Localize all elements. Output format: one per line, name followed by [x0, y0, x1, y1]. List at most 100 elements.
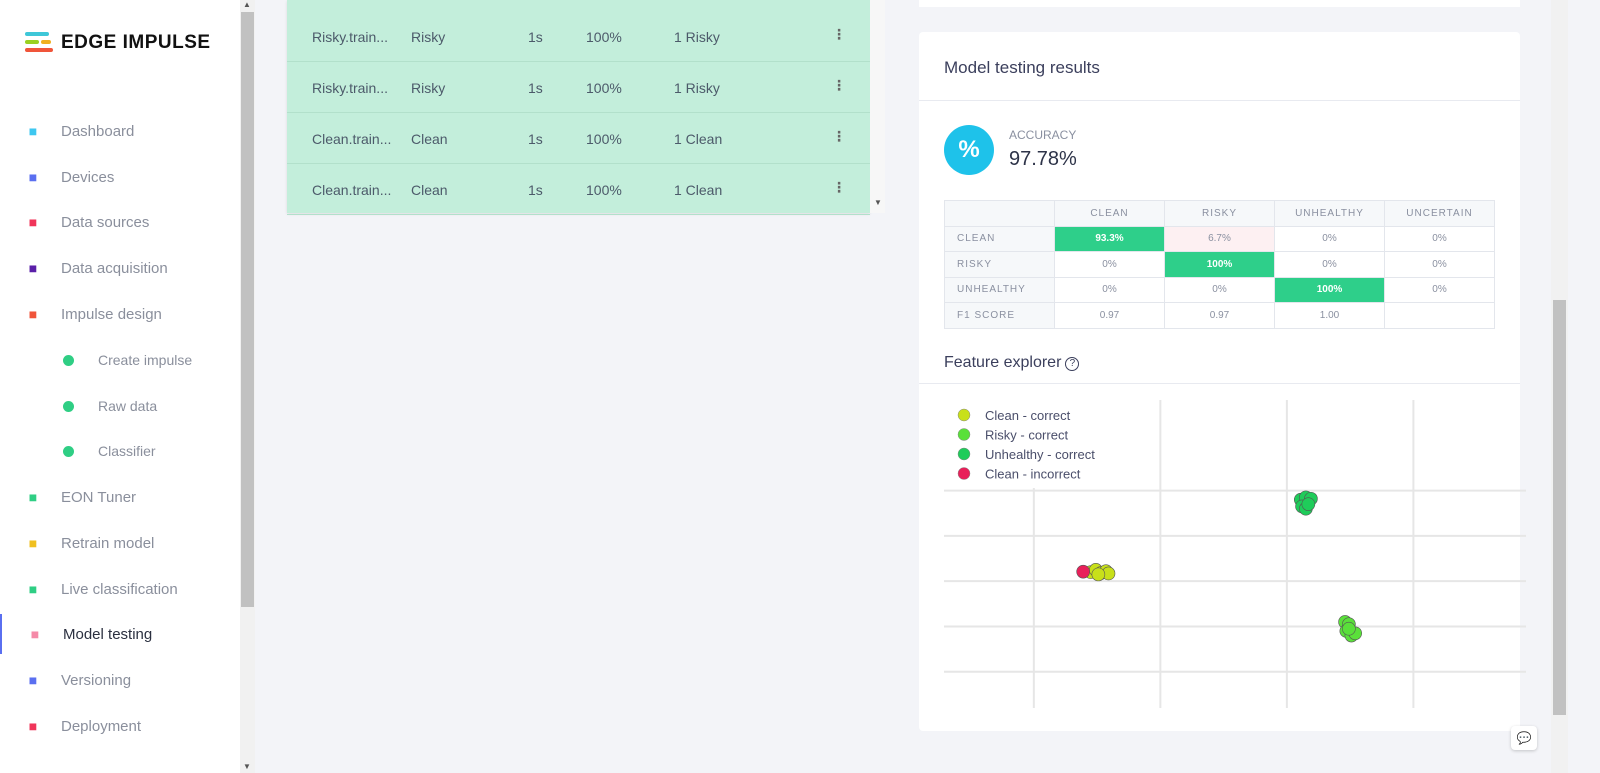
matrix-header: UNCERTAIN [1384, 200, 1495, 227]
feedback-button[interactable]: 💬 [1511, 726, 1537, 750]
more-options-icon[interactable]: ⋮ [832, 77, 846, 93]
cell-name: Risky.train... [312, 29, 388, 45]
logo[interactable]: EDGE IMPULSE [25, 32, 211, 54]
more-options-icon[interactable]: ⋮ [832, 128, 846, 144]
sidebar: EDGE IMPULSE ■ Dashboard ■ Devices ■ Data sou… [0, 0, 240, 773]
top-card [919, 0, 1520, 7]
branch-icon: ■ [28, 672, 38, 688]
sidebar-item-eon-tuner[interactable]: ■ EON Tuner [0, 477, 240, 517]
cell-name: Clean.train... [312, 182, 392, 198]
cell-length: 1s [528, 131, 543, 147]
legend-label[interactable]: Clean - incorrect [985, 467, 1081, 482]
matrix-header: RISKY [1164, 200, 1275, 227]
dot-icon [63, 445, 74, 457]
chip-icon: ■ [28, 169, 38, 185]
sidebar-item-label: EON Tuner [61, 488, 137, 506]
matrix-cell: 100% [1164, 251, 1275, 278]
sidebar-item-versioning[interactable]: ■ Versioning [0, 660, 240, 700]
sidebar-item-model-testing[interactable]: ■ Model testing [0, 614, 240, 654]
table-row[interactable]: Clean.train... Clean 1s 100% 1 Clean ⋮ [287, 165, 870, 215]
page-scrollbar[interactable] [1551, 0, 1568, 773]
sidebar-item-create-impulse[interactable]: Create impulse [0, 340, 240, 380]
cell-accuracy: 100% [586, 182, 622, 198]
legend-label[interactable]: Clean - correct [985, 408, 1071, 423]
legend-label[interactable]: Risky - correct [985, 428, 1068, 443]
sidebar-item-label: Deployment [61, 717, 142, 735]
matrix-cell: 0% [1384, 276, 1495, 303]
matrix-cell: F1 SCORE [944, 302, 1055, 329]
more-options-icon[interactable]: ⋮ [832, 179, 846, 195]
table-row[interactable]: Risky.train... Risky 1s 100% 1 Risky ⋮ [287, 12, 870, 62]
table-row[interactable]: Risky.train... Risky 1s 100% 1 Risky ⋮ [287, 63, 870, 113]
feature-explorer-title: Feature explorer? [944, 354, 1080, 372]
help-icon[interactable]: ? [1065, 357, 1080, 371]
matrix-row: F1 SCORE 0.97 0.97 1.00 [944, 302, 1495, 329]
legend-label[interactable]: Unhealthy - correct [985, 447, 1095, 462]
accuracy-label: ACCURACY [1009, 128, 1077, 142]
matrix-cell: 6.7% [1164, 225, 1275, 252]
cell-accuracy: 100% [586, 29, 622, 45]
curve-icon: ■ [28, 581, 38, 597]
data-point[interactable] [1091, 567, 1106, 582]
more-options-icon[interactable]: ⋮ [832, 26, 846, 42]
sidebar-item-label: Devices [61, 168, 115, 186]
confusion-matrix: CLEAN RISKY UNHEALTHY UNCERTAIN CLEAN 93.3% 6.… [944, 200, 1495, 329]
matrix-cell: 0% [1274, 251, 1385, 278]
sidebar-item-label: Retrain model [61, 534, 155, 552]
cell-label: Clean [411, 182, 448, 198]
matrix-header: CLEAN [1054, 200, 1165, 227]
cell-accuracy: 100% [586, 80, 622, 96]
legend-marker [957, 467, 971, 480]
compass-icon: ■ [28, 489, 38, 505]
matrix-cell: 0% [1384, 251, 1495, 278]
cell-result: 1 Clean [674, 182, 723, 198]
data-point[interactable] [1076, 564, 1090, 579]
feature-explorer-plot[interactable]: Clean - correct Risky - correct Unhealthy … [944, 400, 1526, 708]
sidebar-item-label: Dashboard [61, 122, 135, 140]
table-row[interactable]: Clean.train... Clean 1s 100% 1 Clean ⋮ [287, 114, 870, 164]
sidebar-item-classifier[interactable]: Classifier [0, 431, 240, 471]
legend-marker [957, 428, 971, 441]
sidebar-item-dashboard[interactable]: ■ Dashboard [0, 111, 240, 151]
cell-result: 1 Clean [674, 131, 723, 147]
data-point[interactable] [1301, 497, 1316, 511]
matrix-header-row: CLEAN RISKY UNHEALTHY UNCERTAIN [944, 200, 1495, 227]
cell-length: 1s [528, 80, 543, 96]
legend [944, 400, 1102, 488]
cell-length: 1s [528, 29, 543, 45]
sidebar-item-label: Model testing [63, 625, 153, 643]
sidebar-item-deployment[interactable]: ■ Deployment [0, 706, 240, 746]
cell-label: Clean [411, 131, 448, 147]
table-scrollbar[interactable]: ▼ [870, 0, 885, 213]
sidebar-item-label: Live classification [61, 580, 178, 598]
matrix-cell: 0% [1054, 251, 1165, 278]
data-point[interactable] [1342, 621, 1356, 636]
clipboard-check-icon: ■ [30, 626, 40, 642]
matrix-cell: 0% [1274, 225, 1385, 252]
samples-table: Risky.train... Risky 1s 100% 1 Risky ⋮ Risky.t… [287, 0, 870, 215]
shuffle-icon: ■ [28, 535, 38, 551]
matrix-header [944, 200, 1055, 227]
sidebar-item-label: Classifier [98, 443, 156, 459]
sidebar-item-label: Versioning [61, 671, 132, 689]
cell-label: Risky [411, 29, 446, 45]
sidebar-item-label: Create impulse [98, 352, 193, 368]
monitor-icon: ■ [28, 123, 38, 139]
model-testing-results-card: Model testing results % ACCURACY 97.78% … [919, 32, 1520, 731]
legend-marker [957, 408, 971, 422]
logo-icon [25, 32, 53, 54]
sidebar-item-data-acquisition[interactable]: ■ Data acquisition [0, 248, 240, 288]
cell-name: Clean.train... [312, 131, 392, 147]
matrix-cell: 1.00 [1274, 302, 1385, 329]
sidebar-item-impulse-design[interactable]: ■ Impulse design [0, 294, 240, 334]
sidebar-item-raw-data[interactable]: Raw data [0, 386, 240, 426]
sidebar-item-live-classification[interactable]: ■ Live classification [0, 569, 240, 609]
sidebar-item-data-sources[interactable]: ■ Data sources [0, 202, 240, 242]
dot-icon [63, 400, 74, 412]
sidebar-scrollbar[interactable]: ▲ ▼ [240, 0, 255, 773]
sidebar-item-retrain-model[interactable]: ■ Retrain model [0, 523, 240, 563]
sidebar-item-devices[interactable]: ■ Devices [0, 157, 240, 197]
matrix-row: UNHEALTHY 0% 0% 100% 0% [944, 276, 1495, 303]
cell-name: Risky.train... [312, 80, 388, 96]
matrix-cell: UNHEALTHY [944, 276, 1055, 303]
